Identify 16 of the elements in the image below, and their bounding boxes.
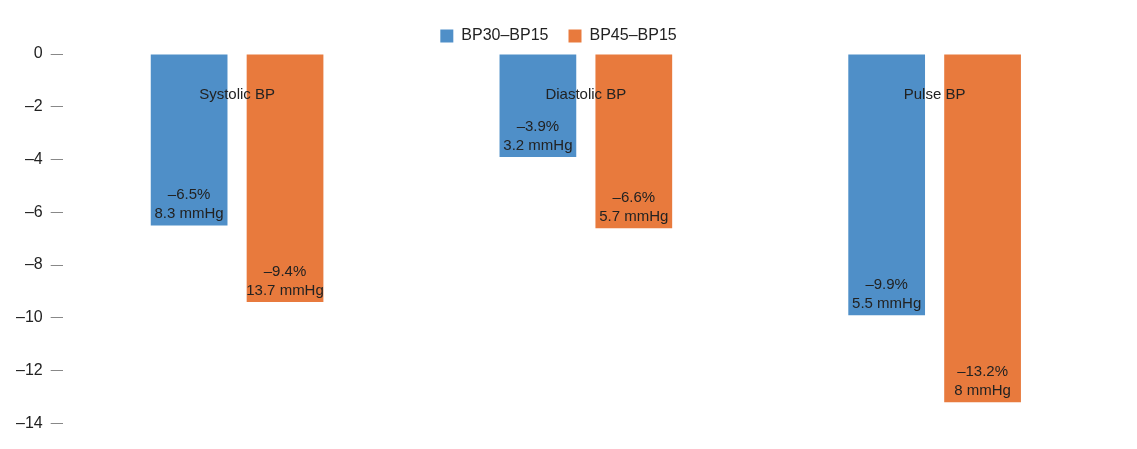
y-tick-label: –12 <box>15 361 43 379</box>
data-label: –13.2% 8 mmHg <box>954 361 1011 398</box>
y-tick-label: –6 <box>24 202 43 220</box>
data-label: –9.9% 5.5 mmHg <box>852 274 922 311</box>
data-label: –3.9% 3.2 mmHg <box>503 116 573 153</box>
y-tick-label: –14 <box>15 413 43 431</box>
y-tick-label: –4 <box>24 149 43 167</box>
legend-label: BP45–BP15 <box>589 26 677 44</box>
data-label: –6.6% 5.7 mmHg <box>599 187 669 224</box>
y-tick-label: –8 <box>24 255 43 273</box>
y-tick-label: –2 <box>24 97 43 115</box>
y-tick-label: –10 <box>15 308 43 326</box>
y-tick-label: 0 <box>33 44 43 62</box>
data-label: –6.5% 8.3 mmHg <box>154 185 224 222</box>
data-label: –9.4% 13.7 mmHg <box>246 261 324 298</box>
legend-label: BP30–BP15 <box>461 26 549 44</box>
